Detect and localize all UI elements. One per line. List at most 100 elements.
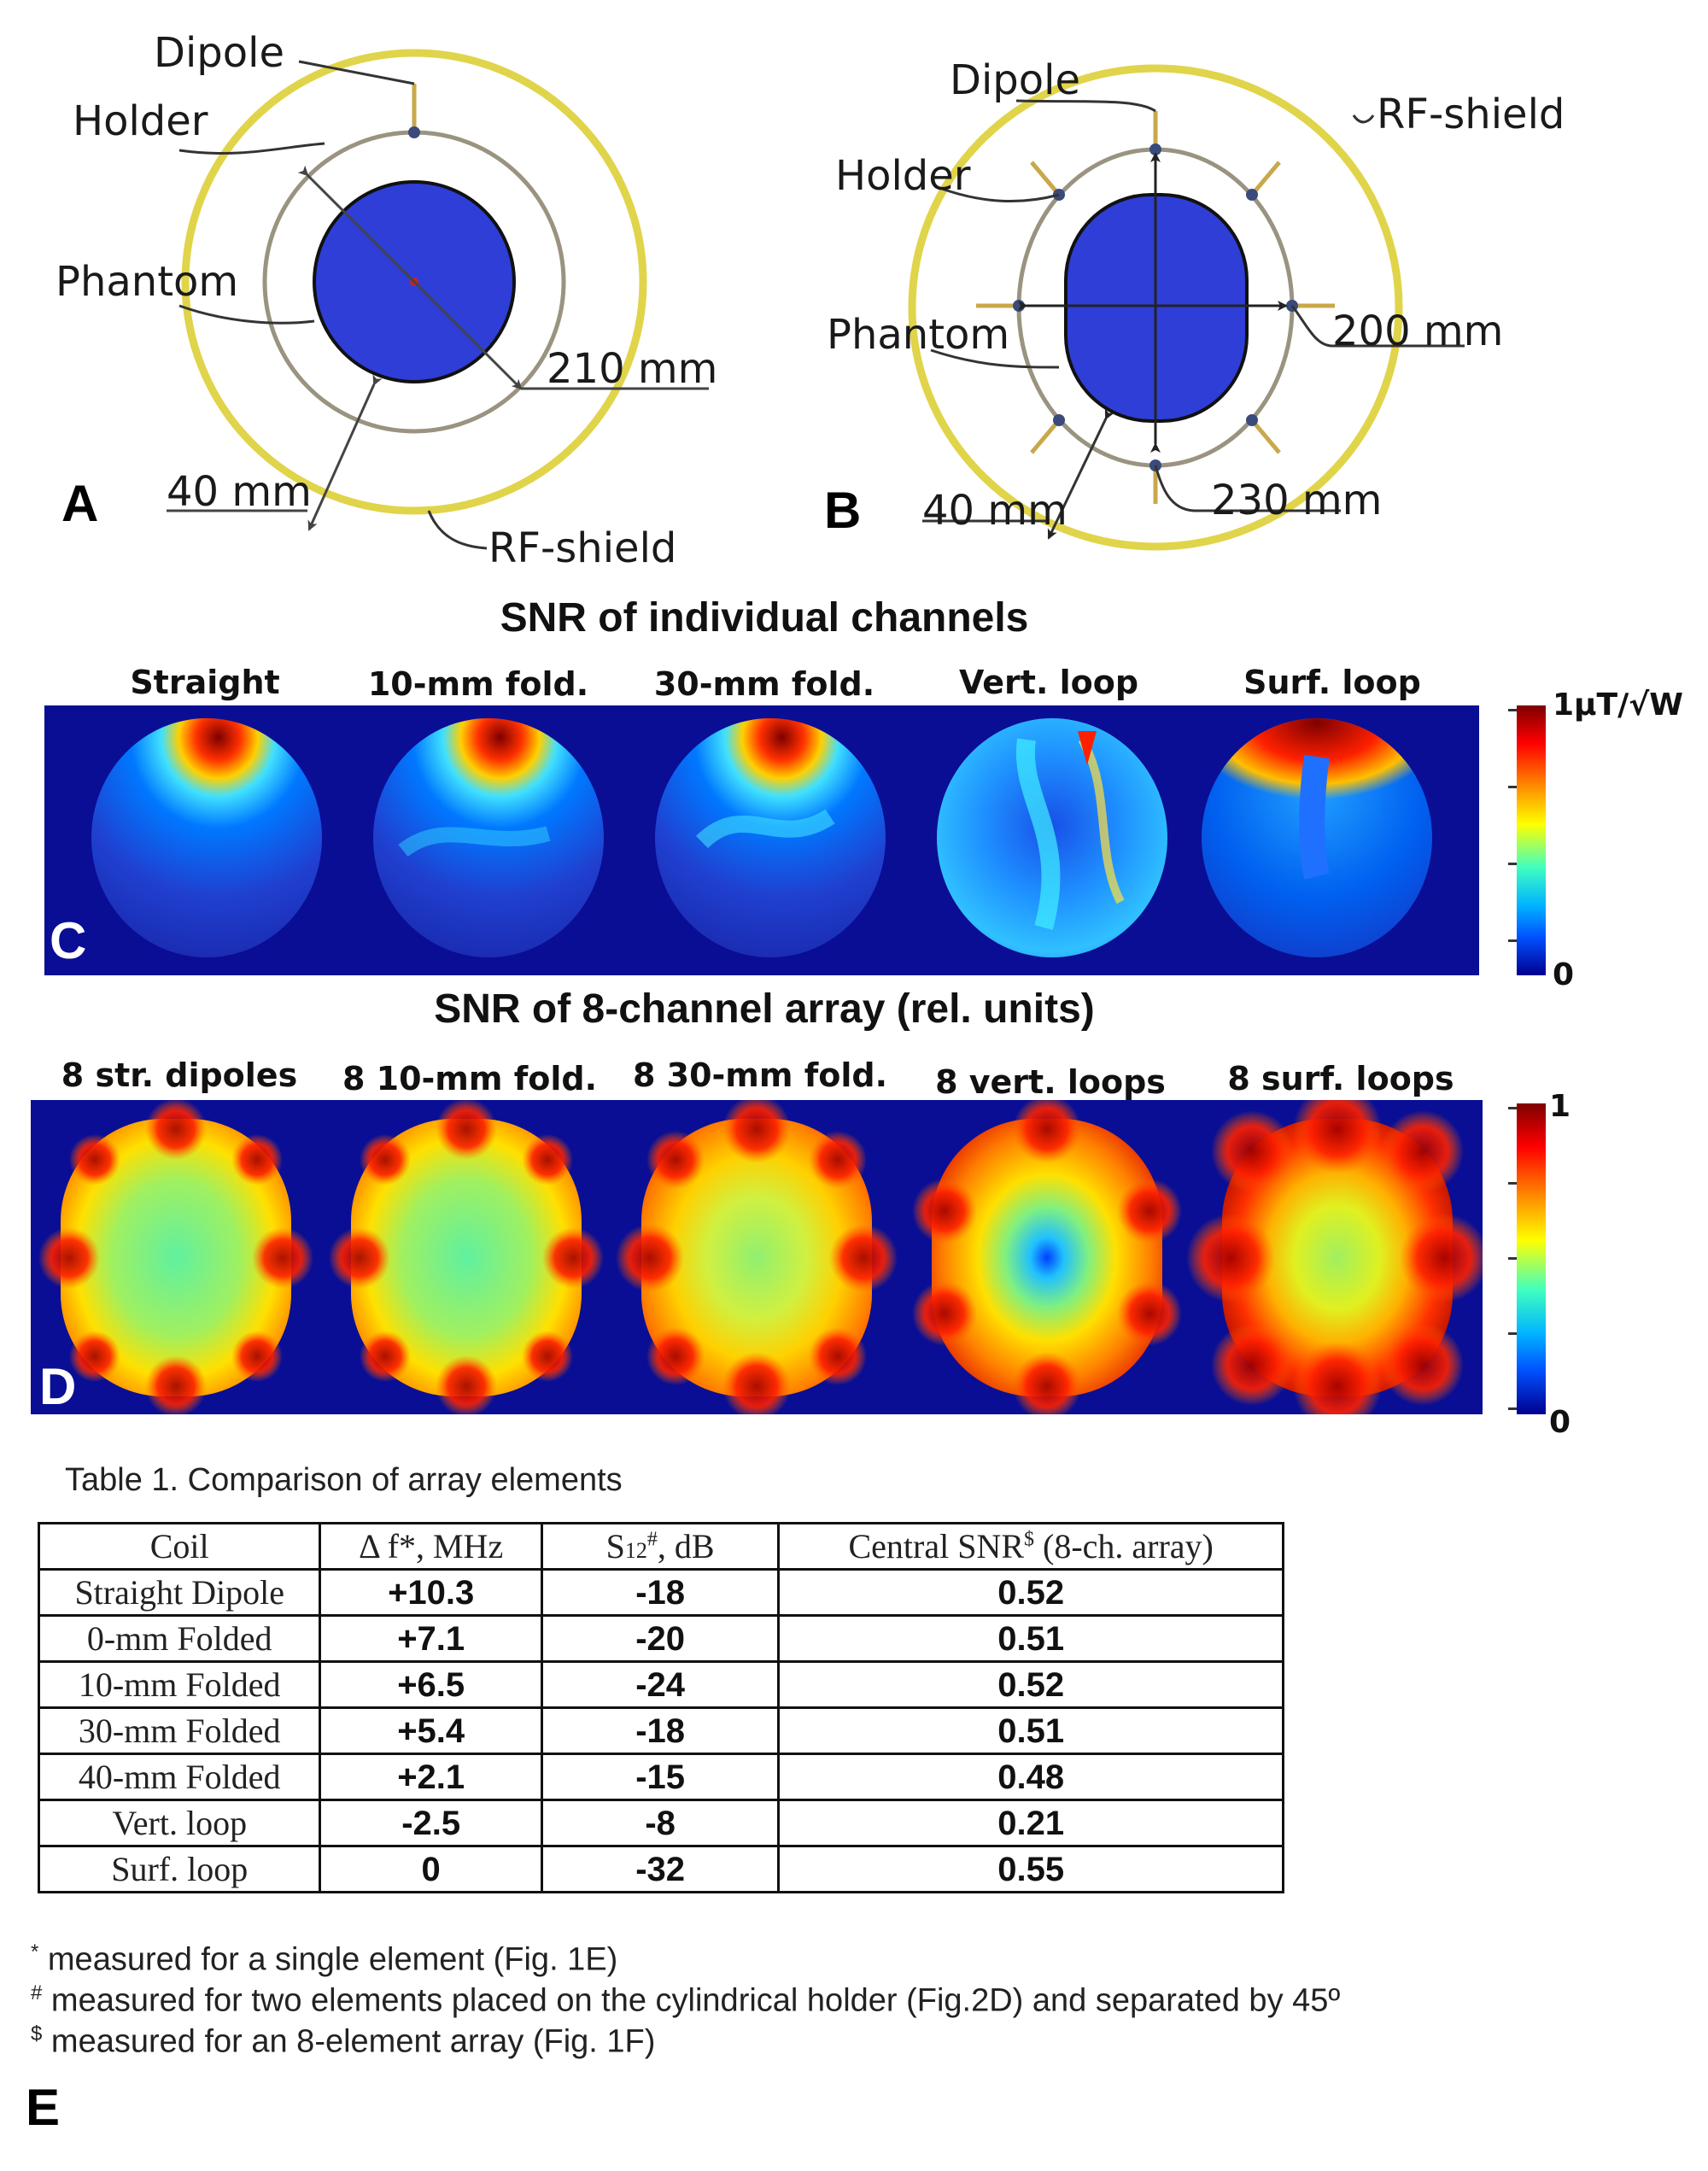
comparison-table: Coil Δ f*, MHz S12#, dB Central SNR$ (8-… (37, 1522, 1284, 1893)
colorbar-c (1517, 705, 1546, 975)
label-40mm-b: 40 mm (922, 487, 1068, 535)
colorbar-c-max: 1μT/√W (1553, 688, 1683, 723)
cell-df: +10.3 (319, 1568, 543, 1617)
cell-s12: -24 (540, 1660, 781, 1709)
label-phantom-b: Phantom (827, 311, 1010, 359)
panel-c-map-strip (44, 705, 1479, 975)
dim-200-leader (1290, 305, 1465, 348)
dipole-feed-a (408, 126, 420, 138)
phantom-leader-b (930, 348, 1060, 369)
panel-a-diagram (167, 49, 709, 550)
label-dipole-a: Dipole (154, 29, 284, 77)
map-title-c4: Vert. loop (958, 664, 1139, 701)
cell-snr: 0.55 (777, 1845, 1284, 1893)
cell-snr: 0.52 (777, 1660, 1284, 1709)
cell-coil: 10-mm Folded (37, 1660, 322, 1709)
cell-snr: 0.51 (777, 1614, 1284, 1663)
header-coil: Coil (37, 1522, 322, 1571)
cell-s12: -18 (540, 1568, 781, 1617)
footnote-3: $ measured for an 8-element array (Fig. … (31, 2022, 656, 2060)
map-title-d3: 8 30-mm fold. (632, 1056, 888, 1094)
dipole-b-br (1250, 418, 1281, 454)
cell-coil: Vert. loop (37, 1799, 322, 1847)
cell-df: +7.1 (319, 1614, 543, 1663)
label-dipole-b: Dipole (950, 56, 1080, 104)
cell-s12: -32 (540, 1845, 781, 1893)
cell-snr: 0.52 (777, 1568, 1284, 1617)
label-holder-a: Holder (73, 97, 208, 145)
header-delta-f: Δ f*, MHz (319, 1522, 543, 1571)
map-title-c5: Surf. loop (1243, 664, 1421, 701)
colorbar-d-min: 0 (1549, 1405, 1571, 1440)
table-row: 30-mm Folded +5.4 -18 0.51 (37, 1706, 1284, 1755)
panel-letter-d: D (39, 1358, 77, 1415)
table-header-row: Coil Δ f*, MHz S12#, dB Central SNR$ (8-… (37, 1522, 1284, 1571)
snr-map-straight (91, 718, 322, 957)
map-title-c2: 10-mm fold. (367, 665, 589, 703)
rf-shield-ring-b (908, 64, 1403, 551)
holder-leader-b (939, 186, 1060, 203)
cell-snr: 0.51 (777, 1706, 1284, 1755)
header-s12: S12#, dB (540, 1522, 781, 1571)
rf-shield-leader-b (1352, 114, 1375, 124)
panel-letter-b: B (824, 482, 862, 539)
cell-df: 0 (319, 1845, 543, 1893)
cell-s12: -15 (540, 1753, 781, 1801)
snr-map-8-vert-loops (932, 1119, 1162, 1396)
panel-c-maps-svg (91, 718, 1432, 957)
label-40mm-a: 40 mm (167, 468, 312, 516)
panel-letter-a: A (61, 475, 99, 532)
table-row: Straight Dipole +10.3 -18 0.52 (37, 1568, 1284, 1617)
colorbar-c-min: 0 (1553, 957, 1575, 992)
holder-leader-a (178, 142, 325, 155)
snr-map-8-str-dipoles (61, 1119, 291, 1396)
cell-snr: 0.48 (777, 1753, 1284, 1801)
map-title-c1: Straight (130, 664, 280, 701)
map-title-d5: 8 surf. loops (1227, 1060, 1454, 1097)
table-row: Surf. loop 0 -32 0.55 (37, 1845, 1284, 1893)
cell-df: +5.4 (319, 1706, 543, 1755)
label-phantom-a: Phantom (56, 258, 239, 306)
label-230mm: 230 mm (1211, 477, 1383, 524)
panel-d-map-strip (31, 1085, 1489, 1431)
gap-arrow-a (307, 374, 383, 531)
diameter-arrow-a (297, 165, 523, 390)
cell-snr: 0.21 (777, 1799, 1284, 1847)
dipole-b-tl (1030, 161, 1061, 196)
cell-s12: -18 (540, 1706, 781, 1755)
header-central-snr: Central SNR$ (8-ch. array) (777, 1522, 1284, 1571)
footnote-2: # measured for two elements placed on th… (31, 1981, 1341, 2019)
label-rf-shield-b: RF-shield (1377, 91, 1565, 138)
colorbar-d-max: 1 (1549, 1089, 1571, 1124)
dipole-leader-a (298, 60, 415, 85)
label-holder-b: Holder (835, 152, 971, 200)
panel-d-maps-svg (38, 1085, 1489, 1431)
cell-coil: Straight Dipole (37, 1568, 322, 1617)
label-rf-shield-a: RF-shield (488, 524, 677, 572)
colorbar-d (1517, 1103, 1546, 1414)
label-200mm: 200 mm (1332, 307, 1504, 355)
table-row: 0-mm Folded +7.1 -20 0.51 (37, 1614, 1284, 1663)
cell-coil: 40-mm Folded (37, 1753, 322, 1801)
table-row: 10-mm Folded +6.5 -24 0.52 (37, 1660, 1284, 1709)
cell-s12: -8 (540, 1799, 781, 1847)
panel-letter-e: E (26, 2079, 61, 2136)
phantom-leader-a (178, 304, 315, 325)
table-caption: Table 1. Comparison of array elements (65, 1462, 623, 1498)
cell-df: +2.1 (319, 1753, 543, 1801)
cell-df: +6.5 (319, 1660, 543, 1709)
snr-map-8-surf-loops (1222, 1119, 1453, 1396)
rf-shield-leader-a (427, 510, 488, 550)
map-title-d2: 8 10-mm fold. (342, 1060, 598, 1097)
dipole-b-bl (1030, 418, 1061, 454)
rf-shield-ring-a (181, 49, 647, 515)
snr-map-30mm (655, 718, 886, 957)
snr-map-8-10mm (351, 1119, 582, 1396)
cell-coil: 0-mm Folded (37, 1614, 322, 1663)
map-title-d4: 8 vert. loops (935, 1063, 1166, 1101)
table-row: 40-mm Folded +2.1 -15 0.48 (37, 1753, 1284, 1801)
cell-coil: Surf. loop (37, 1845, 322, 1893)
snr-map-8-30mm (641, 1119, 872, 1396)
cell-df: -2.5 (319, 1799, 543, 1847)
dipole-b-tr (1250, 161, 1281, 196)
